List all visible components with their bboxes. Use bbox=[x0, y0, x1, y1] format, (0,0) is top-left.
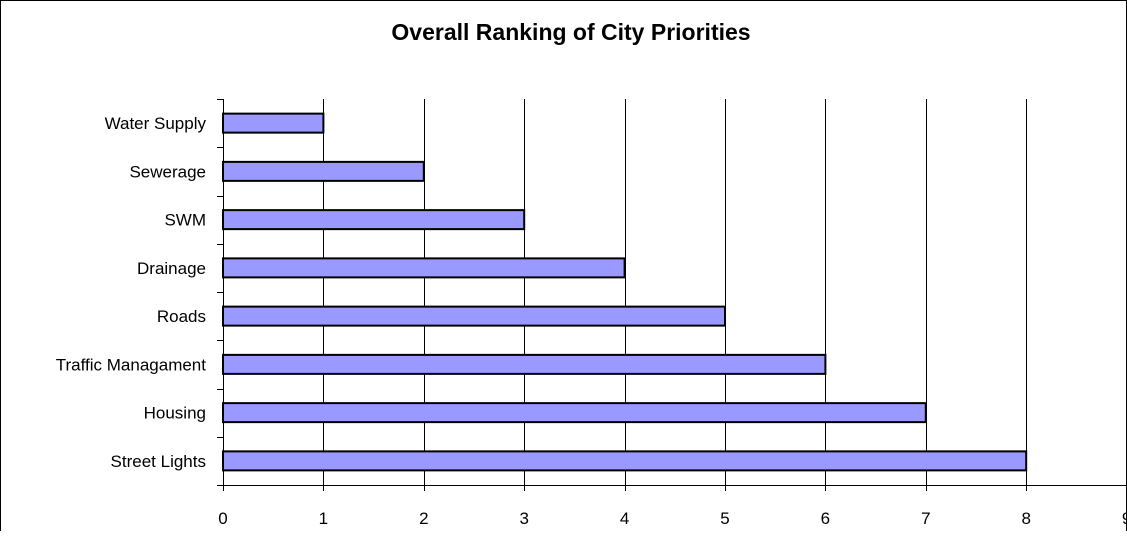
bar bbox=[223, 210, 524, 229]
category-label: Roads bbox=[157, 307, 206, 326]
bar bbox=[223, 114, 323, 133]
bar bbox=[223, 307, 725, 326]
x-tick-label: 7 bbox=[921, 509, 930, 528]
category-label: Street Lights bbox=[111, 452, 206, 471]
x-tick-label: 0 bbox=[218, 509, 227, 528]
category-label: SWM bbox=[164, 211, 206, 230]
x-tick-label: 5 bbox=[720, 509, 729, 528]
bar bbox=[223, 403, 926, 422]
x-tick-label: 4 bbox=[620, 509, 629, 528]
chart-title: Overall Ranking of City Priorities bbox=[391, 19, 750, 45]
bar bbox=[223, 162, 424, 181]
x-tick-label: 3 bbox=[519, 509, 528, 528]
category-label: Housing bbox=[144, 404, 206, 423]
x-tick-label: 8 bbox=[1021, 509, 1030, 528]
category-label: Traffic Managament bbox=[56, 355, 207, 374]
category-label: Sewerage bbox=[129, 162, 206, 181]
bar bbox=[223, 258, 625, 277]
bar bbox=[223, 451, 1026, 470]
category-label: Water Supply bbox=[105, 114, 207, 133]
x-tick-label: 6 bbox=[821, 509, 830, 528]
x-tick-label: 2 bbox=[419, 509, 428, 528]
x-tick-label: 1 bbox=[319, 509, 328, 528]
bar bbox=[223, 355, 825, 374]
x-tick-label: 9 bbox=[1122, 509, 1127, 528]
category-label: Drainage bbox=[137, 259, 206, 278]
